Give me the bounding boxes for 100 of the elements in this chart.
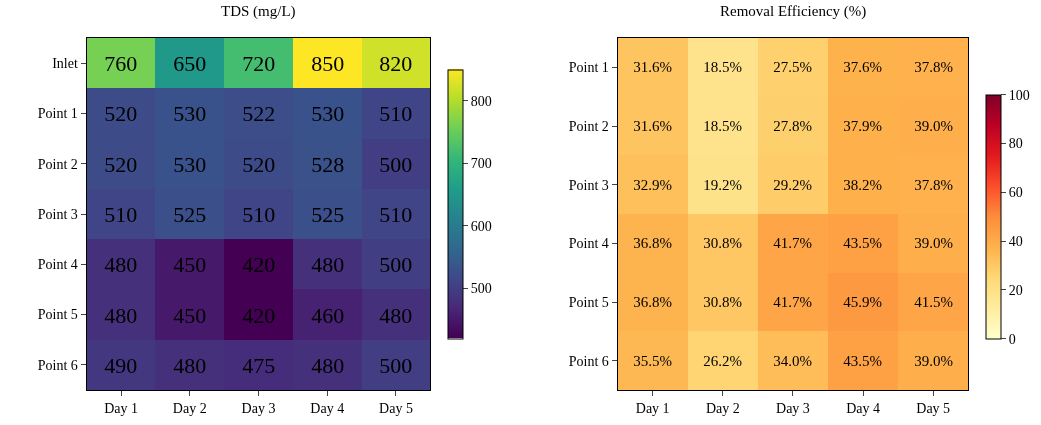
color-bar-label: 600 [470, 218, 492, 234]
data-label: 720 [242, 50, 276, 76]
data-label: 45.9% [843, 294, 882, 311]
color-bar-label: 60 [1008, 185, 1023, 201]
data-label: 450 [173, 302, 207, 328]
data-label: 480 [104, 251, 138, 277]
y-tick-label: Point 5 [37, 307, 78, 323]
data-label: 39.0% [914, 353, 953, 370]
data-label: 34.0% [773, 353, 812, 370]
data-label: 510 [104, 201, 138, 227]
y-tick-label: Point 2 [568, 118, 609, 134]
data-label: 43.5% [843, 353, 882, 370]
data-label: 19.2% [703, 177, 742, 194]
data-label: 39.0% [914, 118, 953, 135]
color-bar-label: 800 [470, 93, 492, 109]
y-tick-label: Point 4 [568, 236, 609, 252]
data-label: 510 [379, 100, 413, 126]
data-label: 510 [242, 201, 276, 227]
data-label: 500 [379, 352, 413, 378]
data-label: 37.8% [914, 177, 953, 194]
y-tick-label: Point 3 [37, 206, 78, 222]
y-tick-label: Inlet [52, 56, 78, 72]
x-tick-label: Day 4 [310, 400, 345, 416]
data-label: 37.6% [843, 59, 882, 76]
data-label: 41.7% [773, 235, 812, 252]
color-bar-label: 100 [1008, 87, 1030, 103]
data-label: 820 [379, 50, 413, 76]
data-label: 530 [311, 100, 345, 126]
color-bar-label: 20 [1008, 282, 1023, 298]
data-label: 480 [104, 302, 138, 328]
data-label: 460 [311, 302, 345, 328]
y-tick-label: Point 2 [37, 156, 78, 172]
data-label: 36.8% [633, 235, 672, 252]
data-label: 37.9% [843, 118, 882, 135]
data-label: 500 [379, 151, 413, 177]
data-label: 475 [242, 352, 276, 378]
data-label: 530 [173, 100, 207, 126]
y-tick-label: Point 5 [568, 294, 609, 310]
data-label: 420 [242, 251, 276, 277]
data-label: 39.0% [914, 235, 953, 252]
data-label: 31.6% [633, 118, 672, 135]
data-label: 490 [104, 352, 138, 378]
data-label: 850 [311, 50, 345, 76]
data-label: 41.7% [773, 294, 812, 311]
data-label: 30.8% [703, 294, 742, 311]
x-tick-label: Day 3 [241, 400, 276, 416]
data-label: 520 [242, 151, 276, 177]
chart-title: Removal Efficiency (%) [720, 3, 867, 20]
data-label: 27.5% [773, 59, 812, 76]
data-label: 528 [311, 151, 345, 177]
data-label: 420 [242, 302, 276, 328]
x-tick-label: Day 1 [635, 400, 670, 416]
y-tick-label: Point 6 [37, 357, 78, 373]
y-tick-label: Point 3 [568, 177, 609, 193]
x-tick-label: Day 2 [172, 400, 207, 416]
data-label: 480 [311, 251, 345, 277]
data-label: 43.5% [843, 235, 882, 252]
data-label: 760 [104, 50, 138, 76]
x-tick-label: Day 4 [846, 400, 880, 416]
color-bar-label: 700 [470, 156, 492, 172]
data-label: 522 [242, 100, 276, 126]
color-bar-label: 80 [1008, 136, 1023, 152]
data-label: 35.5% [633, 353, 672, 370]
data-label: 41.5% [914, 294, 953, 311]
data-label: 500 [379, 251, 413, 277]
data-label: 525 [173, 201, 207, 227]
data-label: 650 [173, 50, 207, 76]
data-label: 18.5% [703, 118, 742, 135]
color-bar-label: 40 [1008, 234, 1023, 250]
x-tick-label: Day 2 [705, 400, 740, 416]
chart-title: TDS (mg/L) [221, 3, 296, 20]
data-label: 520 [104, 100, 138, 126]
data-label: 30.8% [703, 235, 742, 252]
data-label: 26.2% [703, 353, 742, 370]
x-tick-label: Day 1 [104, 400, 138, 416]
data-label: 31.6% [633, 59, 672, 76]
data-label: 32.9% [633, 177, 672, 194]
y-tick-label: Point 6 [568, 353, 609, 369]
data-label: 38.2% [843, 177, 882, 194]
data-label: 530 [173, 151, 207, 177]
y-tick-label: Point 1 [568, 60, 609, 76]
data-label: 450 [173, 251, 207, 277]
data-label: 18.5% [703, 59, 742, 76]
data-label: 520 [104, 151, 138, 177]
x-tick-label: Day 5 [916, 400, 951, 416]
data-label: 510 [379, 201, 413, 227]
data-label: 480 [379, 302, 413, 328]
data-label: 36.8% [633, 294, 672, 311]
data-label: 29.2% [773, 177, 812, 194]
x-tick-label: Day 5 [379, 400, 413, 416]
y-tick-label: Point 1 [37, 106, 78, 122]
data-label: 27.8% [773, 118, 812, 135]
data-label: 480 [173, 352, 207, 378]
color-bar-label: 500 [470, 281, 492, 297]
data-label: 480 [311, 352, 345, 378]
data-label: 525 [311, 201, 345, 227]
color-bar-label: 0 [1008, 331, 1016, 347]
y-tick-label: Point 4 [37, 257, 78, 273]
x-tick-label: Day 3 [776, 400, 810, 416]
data-label: 37.8% [914, 59, 953, 76]
